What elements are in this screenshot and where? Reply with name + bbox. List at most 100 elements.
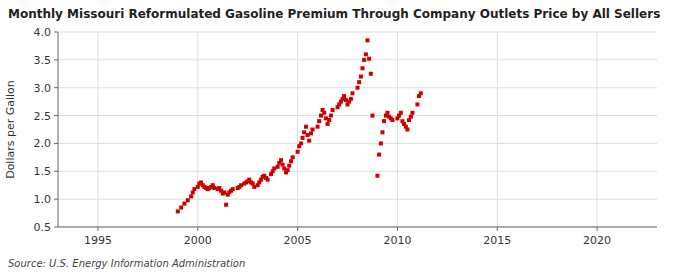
x-axis-line [58, 227, 657, 228]
point [377, 153, 381, 157]
x-tick-label: 1995 [84, 234, 112, 247]
point [351, 91, 355, 95]
x-grid-line [497, 32, 498, 227]
x-tick-label: 2010 [383, 234, 411, 247]
point [326, 122, 330, 126]
point [279, 158, 283, 162]
x-tick [497, 227, 498, 231]
point [405, 128, 409, 132]
chart-container: Monthly Missouri Reformulated Gasoline P… [0, 0, 675, 275]
y-tick-label: 1.0 [34, 193, 52, 206]
x-grid-line [197, 32, 198, 227]
y-grid-line [58, 59, 657, 60]
y-axis-label: Dollars per Gallon [4, 80, 17, 179]
y-tick-label: 1.5 [34, 165, 52, 178]
x-tick [197, 227, 198, 231]
title: Monthly Missouri Reformulated Gasoline P… [8, 7, 660, 21]
x-grid-line [297, 32, 298, 227]
point [287, 164, 291, 168]
point [356, 86, 360, 90]
y-grid-line [58, 115, 657, 116]
point [317, 119, 321, 123]
point [362, 58, 366, 62]
y-grid-line [58, 143, 657, 144]
point [301, 136, 305, 140]
y-tick-label: 4.0 [34, 26, 52, 39]
x-tick-label: 2000 [184, 234, 212, 247]
y-grid-line [58, 227, 657, 228]
point [369, 72, 373, 76]
y-grid-line [58, 199, 657, 200]
x-grid-line [97, 32, 98, 227]
grid [58, 32, 657, 227]
x-tick [97, 227, 98, 231]
point [231, 187, 235, 191]
point [179, 206, 183, 210]
point [296, 150, 300, 154]
point [176, 209, 180, 213]
point [370, 114, 374, 118]
point [316, 125, 320, 129]
y-tick [54, 227, 58, 228]
point [410, 111, 414, 115]
point [375, 174, 379, 178]
point [415, 102, 419, 106]
annotation: Source: U.S. Energy Information Administ… [8, 258, 245, 269]
point [304, 125, 308, 129]
point [329, 114, 333, 118]
point [379, 141, 383, 145]
y-tick-label: 0.5 [34, 221, 52, 234]
point [409, 115, 413, 119]
y-tick [54, 32, 58, 33]
y-tick [54, 143, 58, 144]
x-tick-label: 2005 [284, 234, 312, 247]
y-grid-line [58, 171, 657, 172]
point [331, 108, 335, 112]
point [382, 119, 386, 123]
point [380, 130, 384, 134]
y-tick [54, 87, 58, 88]
point [342, 94, 346, 98]
point [327, 118, 331, 122]
y-axis-line [58, 32, 59, 227]
y-tick-label: 2.0 [34, 137, 52, 150]
y-tick [54, 199, 58, 200]
y-tick [54, 59, 58, 60]
x-tick-label: 2015 [483, 234, 511, 247]
point [365, 38, 369, 42]
x-tick [397, 227, 398, 231]
point [357, 80, 361, 84]
point [291, 155, 295, 159]
point [224, 203, 228, 207]
point [360, 66, 364, 70]
point [367, 57, 371, 61]
point [349, 97, 353, 101]
point [309, 131, 313, 135]
y-tick-label: 2.5 [34, 110, 52, 123]
point [390, 118, 394, 122]
point [281, 163, 285, 167]
point [186, 198, 190, 202]
point [322, 111, 326, 115]
point [286, 168, 290, 172]
point [307, 139, 311, 143]
y-grid-line [58, 32, 657, 33]
x-tick [297, 227, 298, 231]
point [299, 141, 303, 145]
point [289, 159, 293, 163]
x-grid-line [597, 32, 598, 227]
y-tick-label: 3.5 [34, 54, 52, 67]
point [189, 194, 193, 198]
point [419, 91, 423, 95]
chart-svg: Monthly Missouri Reformulated Gasoline P… [0, 0, 675, 275]
x-grid-line [397, 32, 398, 227]
axes: 0.51.01.52.02.53.03.54.01995200020052010… [34, 26, 658, 247]
point [364, 52, 368, 56]
point [359, 75, 363, 79]
x-tick [597, 227, 598, 231]
point [399, 111, 403, 115]
point [311, 128, 315, 132]
points [176, 38, 423, 213]
x-tick-label: 2020 [583, 234, 611, 247]
point [385, 111, 389, 115]
